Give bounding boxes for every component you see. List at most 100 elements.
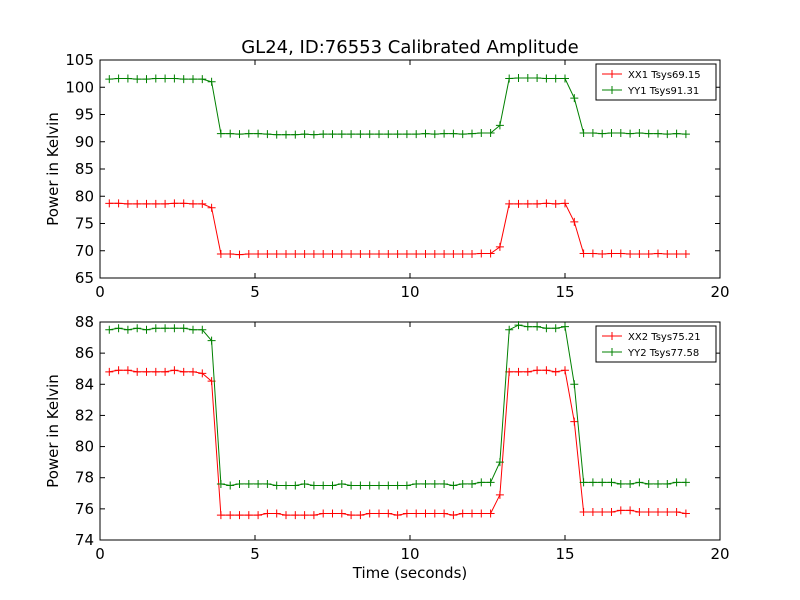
data-point-marker [216,479,225,488]
data-point-marker [626,250,635,259]
y-tick-label: 88 [75,313,94,331]
data-point-marker [291,250,300,259]
y-tick-label: 82 [75,406,94,424]
data-point-marker [198,75,207,84]
data-point-marker [607,249,616,258]
data-point-marker [626,129,635,138]
data-point-marker [337,509,346,518]
data-point-marker [198,369,207,378]
data-point-marker [495,490,504,499]
data-point-marker [375,509,383,518]
data-point-marker [561,199,569,208]
data-point-marker [588,507,597,516]
data-point-marker [477,509,486,518]
data-point-marker [244,479,253,488]
data-point-marker [514,73,523,82]
data-point-marker [486,129,495,138]
data-point-marker [644,507,653,516]
data-point-marker [151,74,160,83]
data-point-marker [384,250,393,259]
y-tick-label: 75 [75,215,94,233]
data-point-marker [328,250,337,259]
data-point-marker [189,199,197,208]
data-point-marker [495,458,504,467]
legend-marker [608,70,616,78]
data-point-marker [505,199,514,208]
data-point-marker [412,479,421,488]
data-point-marker [514,199,523,208]
legend: XX1 Tsys69.15 YY1 Tsys91.31 [595,63,717,101]
data-point-marker [430,479,439,488]
data-point-marker [616,506,625,515]
data-point-marker [514,367,523,376]
data-point-marker [458,509,467,518]
data-point-marker [244,129,253,138]
data-point-marker [189,75,197,84]
data-point-marker [458,130,467,139]
data-point-marker [505,74,514,83]
data-point-marker [309,511,318,520]
data-point-marker [393,481,402,490]
data-point-marker [440,129,449,138]
data-point-marker [635,129,644,138]
data-point-marker [365,481,374,490]
data-point-marker [570,94,579,103]
data-point-marker [244,511,253,520]
data-point-marker [458,250,467,259]
data-point-marker [551,199,560,208]
y-axis-label: Power in Kelvin [44,112,62,226]
data-point-marker [672,129,681,138]
data-point-marker [142,325,151,334]
data-point-marker [449,250,458,259]
x-tick-label: 0 [95,283,105,301]
data-point-marker [663,479,672,488]
x-tick-label: 5 [250,545,260,563]
data-point-marker [458,479,467,488]
data-point-marker [347,250,356,259]
data-point-marker [672,478,681,487]
data-point-marker [170,199,179,208]
data-point-marker [393,250,402,259]
data-point-marker [551,324,560,333]
legend-label: XX1 Tsys69.15 [628,70,701,81]
data-point-marker [440,509,449,518]
data-point-marker [468,250,476,259]
data-point-marker [421,509,430,518]
figure-title: GL24, ID:76553 Calibrated Amplitude [241,37,579,58]
data-point-marker [672,250,681,259]
data-point-marker [663,507,672,516]
data-point-marker [142,199,151,208]
data-point-marker [151,324,160,333]
data-point-marker [300,511,309,520]
y-tick-label: 70 [75,242,94,260]
data-point-marker [430,509,439,518]
data-point-marker [477,129,486,138]
y-tick-label: 80 [75,187,94,205]
x-tick-label: 0 [95,545,105,563]
data-point-marker [533,322,542,331]
legend-marker [608,86,616,94]
data-point-marker [449,481,458,490]
data-point-marker [468,129,476,138]
data-point-marker [300,130,309,139]
data-point-marker [449,129,458,138]
y-axis-label: Power in Kelvin [44,374,62,488]
data-point-marker [216,129,225,138]
data-point-marker [356,481,365,490]
data-point-marker [514,321,523,330]
y-tick-label: 86 [75,344,94,362]
data-point-marker [542,366,551,375]
data-point-marker [542,324,551,333]
data-point-marker [402,130,411,139]
data-point-marker [486,249,495,258]
data-point-marker [430,250,439,259]
y-tick-label: 90 [75,133,94,151]
data-point-marker [235,511,244,520]
data-point-marker [216,250,225,259]
data-point-marker [644,479,653,488]
data-point-marker [505,325,514,334]
data-point-marker [644,129,653,138]
data-point-marker [309,481,318,490]
data-point-marker [105,75,114,84]
data-point-marker [133,199,142,208]
